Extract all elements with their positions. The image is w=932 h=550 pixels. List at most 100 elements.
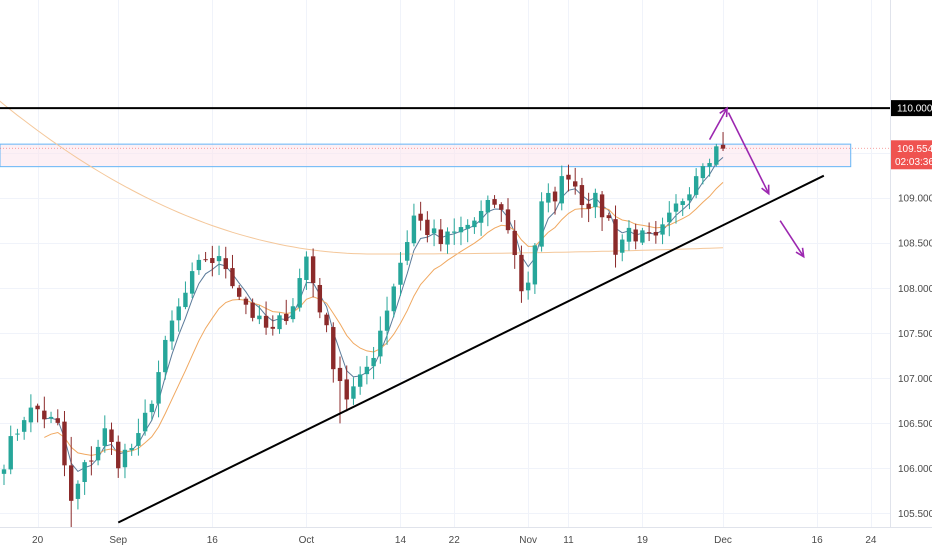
candle-body xyxy=(633,229,638,242)
candle-body xyxy=(210,258,215,264)
candle-body xyxy=(425,219,430,236)
candle-body xyxy=(55,418,60,423)
candle-body xyxy=(203,259,208,261)
price-tick-label: 109.000 xyxy=(898,194,932,205)
price-axis[interactable]: 105.500 106.000 106.500 107.000 107.500 108.0… xyxy=(898,149,932,520)
candle-body xyxy=(559,176,564,204)
time-tick-label: Nov xyxy=(519,535,537,546)
candle-body xyxy=(714,146,719,165)
projection-arrow xyxy=(779,220,805,258)
candle-body xyxy=(176,306,181,321)
candle-body xyxy=(606,215,611,219)
candle-body xyxy=(505,209,511,231)
time-tick-label: 22 xyxy=(449,535,461,546)
time-tick-label: 19 xyxy=(637,535,649,546)
candle-body xyxy=(532,245,538,285)
candle-body xyxy=(183,292,188,308)
candle-body xyxy=(579,185,585,206)
price-tick-label: 108.000 xyxy=(898,284,932,295)
candle-body xyxy=(216,256,222,262)
candle-body xyxy=(109,429,114,442)
resistance-zone xyxy=(0,143,890,168)
drawings xyxy=(0,106,890,524)
time-tick-label: Sep xyxy=(109,535,127,546)
candle-body xyxy=(243,298,249,305)
candle-body xyxy=(646,232,652,234)
candle-body xyxy=(620,239,625,253)
candle-body xyxy=(28,407,34,423)
candle-body xyxy=(270,326,275,329)
price-tick-label: 107.500 xyxy=(898,329,932,340)
resistance-price-label: 110.000 xyxy=(897,104,932,115)
time-tick-label: 16 xyxy=(812,535,824,546)
candle-body xyxy=(384,310,390,331)
candle-body xyxy=(364,366,370,375)
candlesticks xyxy=(1,132,726,527)
time-tick-label: Oct xyxy=(299,535,315,546)
candle-body xyxy=(284,313,289,322)
candle-body xyxy=(290,306,296,320)
candle-body xyxy=(89,460,94,462)
price-tick-label: 105.500 xyxy=(898,509,932,520)
candle-body xyxy=(566,174,571,180)
candle-body xyxy=(136,433,141,446)
candle-body xyxy=(539,201,544,247)
price-tick-label: 106.500 xyxy=(898,419,932,430)
candle-body xyxy=(687,194,692,201)
candle-body xyxy=(189,271,195,294)
candle-body xyxy=(324,314,329,326)
candle-body xyxy=(411,215,417,244)
candle-body xyxy=(95,446,101,461)
chart-grid xyxy=(0,0,890,527)
time-tick-label: 24 xyxy=(865,535,877,546)
candle-body xyxy=(42,410,47,420)
arrow-head xyxy=(719,106,728,118)
time-tick-label: 16 xyxy=(207,535,219,546)
candle-body xyxy=(465,224,470,229)
candle-body xyxy=(8,436,13,470)
price-tick-label: 108.500 xyxy=(898,239,932,250)
candle-body xyxy=(82,462,87,482)
candle-body xyxy=(499,204,504,210)
candle-body xyxy=(599,194,605,218)
candle-body xyxy=(163,339,168,373)
candle-body xyxy=(586,203,591,209)
candle-body xyxy=(478,210,484,223)
candle-body xyxy=(512,230,517,256)
candle-body xyxy=(337,367,343,382)
resistance-price-tag xyxy=(891,100,932,117)
time-tick-label: Dec xyxy=(714,535,732,546)
ascending-trendline xyxy=(117,174,825,524)
arrow-head xyxy=(761,184,770,196)
candle-body xyxy=(331,327,336,370)
candle-body xyxy=(122,449,128,468)
candle-body xyxy=(720,144,726,149)
candle-body xyxy=(357,374,363,387)
candle-body xyxy=(237,287,242,297)
candle-body xyxy=(593,192,598,208)
candle-body xyxy=(196,259,202,271)
candle-body xyxy=(391,286,396,312)
candle-body xyxy=(626,227,632,242)
candle-body xyxy=(351,386,356,399)
candle-body xyxy=(142,412,148,432)
candle-body xyxy=(149,403,155,413)
candle-body xyxy=(613,219,618,255)
candle-body xyxy=(344,379,349,400)
candle-body xyxy=(223,258,228,270)
candle-body xyxy=(693,176,699,195)
candle-body xyxy=(277,315,282,330)
candle-body xyxy=(156,372,161,404)
candle-body xyxy=(116,441,121,469)
candle-body xyxy=(525,282,531,291)
candle-body xyxy=(700,166,706,179)
ma-long-line xyxy=(0,100,724,255)
time-tick-label: 20 xyxy=(32,535,44,546)
candle-body xyxy=(371,357,376,367)
current-price-tag xyxy=(891,140,932,170)
time-axis[interactable]: 20 Sep 16 Oct 14 22 Nov 11 19 Dec 16 24 xyxy=(32,535,877,546)
price-tick-label: 107.000 xyxy=(898,374,932,385)
candle-body xyxy=(102,428,107,446)
candle-body xyxy=(680,201,685,206)
